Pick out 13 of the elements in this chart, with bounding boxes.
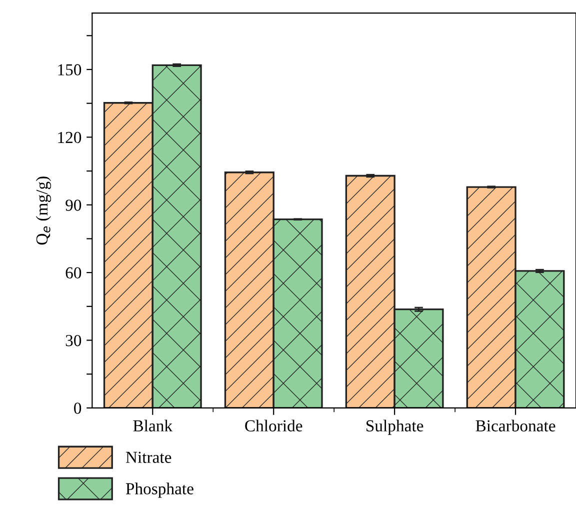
legend-label: Phosphate — [126, 482, 194, 498]
y-tick-label: 90 — [66, 200, 82, 211]
x-tick-label: Sulphate — [366, 420, 424, 435]
x-tick-label: Chloride — [245, 420, 302, 432]
y-tick-label: 60 — [66, 267, 82, 279]
legend-label: Nitrate — [126, 452, 172, 463]
y-tick-label: 0 — [74, 402, 82, 414]
y-tick-label: 150 — [58, 64, 82, 76]
x-tick-label: Blank — [133, 420, 173, 432]
y-tick-label: 30 — [66, 334, 82, 346]
y-axis-title: Q$_{e}$ (mg/g) — [36, 176, 52, 245]
y-tick-label: 120 — [58, 132, 82, 144]
x-tick-label: Bicarbonate — [476, 420, 556, 432]
